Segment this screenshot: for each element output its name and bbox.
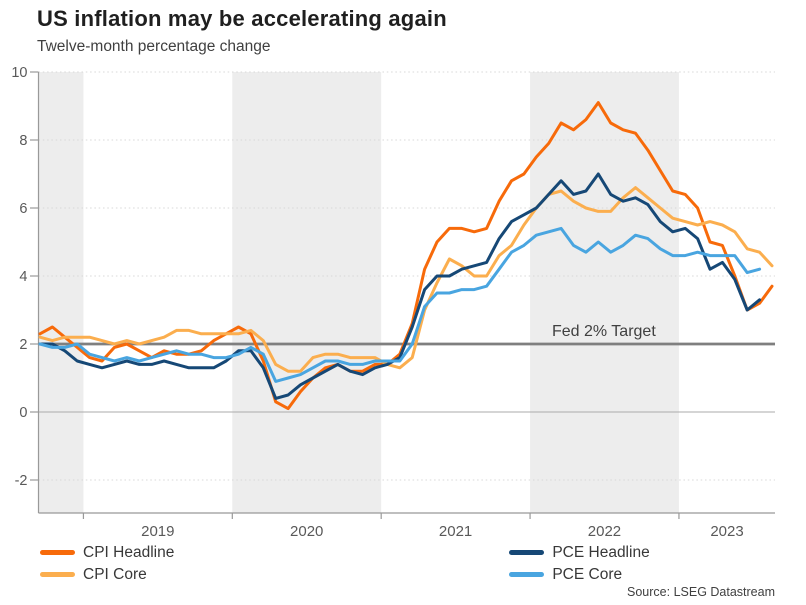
year-label-2023: 2023 xyxy=(710,523,743,540)
year-label-2021: 2021 xyxy=(439,523,472,540)
legend-label-cpi-core: CPI Core xyxy=(83,565,147,583)
y-tick-label-8: 8 xyxy=(19,133,27,149)
series-line-pce-core xyxy=(38,226,762,383)
legend-item-cpi-core: CPI Core xyxy=(40,566,174,583)
legend: CPI Headline CPI Core PCE Headline PCE C… xyxy=(40,544,775,583)
year-band xyxy=(38,72,84,513)
year-band xyxy=(232,72,382,513)
y-tick-label-2: 2 xyxy=(19,337,27,353)
chart-subtitle: Twelve-month percentage change xyxy=(37,38,271,55)
y-tick-label-10: 10 xyxy=(11,65,27,81)
series-line-cpi-core xyxy=(38,186,774,373)
page-title: US inflation may be accelerating again xyxy=(37,6,447,31)
legend-label-cpi-headline: CPI Headline xyxy=(83,543,175,561)
year-label-2019: 2019 xyxy=(141,523,174,540)
legend-label-pce-core: PCE Core xyxy=(552,565,623,583)
legend-item-pce-core: PCE Core xyxy=(509,566,649,583)
legend-label-pce-headline: PCE Headline xyxy=(552,543,650,561)
year-label-2022: 2022 xyxy=(588,523,621,540)
legend-swatch-pce-core xyxy=(509,572,545,577)
y-tick-label--2: -2 xyxy=(15,473,28,489)
year-label-2020: 2020 xyxy=(290,523,323,540)
legend-swatch-pce-headline xyxy=(509,550,545,555)
legend-column-pce: PCE Headline PCE Core xyxy=(509,543,650,583)
fed-target-label: Fed 2% Target xyxy=(552,323,656,340)
legend-column-cpi: CPI Headline CPI Core xyxy=(40,544,174,583)
legend-item-cpi-headline: CPI Headline xyxy=(40,544,174,561)
y-tick-label-4: 4 xyxy=(19,269,27,285)
y-tick-label-0: 0 xyxy=(19,405,27,421)
legend-swatch-cpi-headline xyxy=(40,550,75,555)
legend-swatch-cpi-core xyxy=(40,572,75,577)
series-line-pce-headline xyxy=(38,172,762,400)
source-attribution: Source: LSEG Datastream xyxy=(627,585,775,599)
y-tick-label-6: 6 xyxy=(19,201,27,217)
year-band xyxy=(530,72,679,513)
legend-item-pce-headline: PCE Headline xyxy=(509,543,650,561)
